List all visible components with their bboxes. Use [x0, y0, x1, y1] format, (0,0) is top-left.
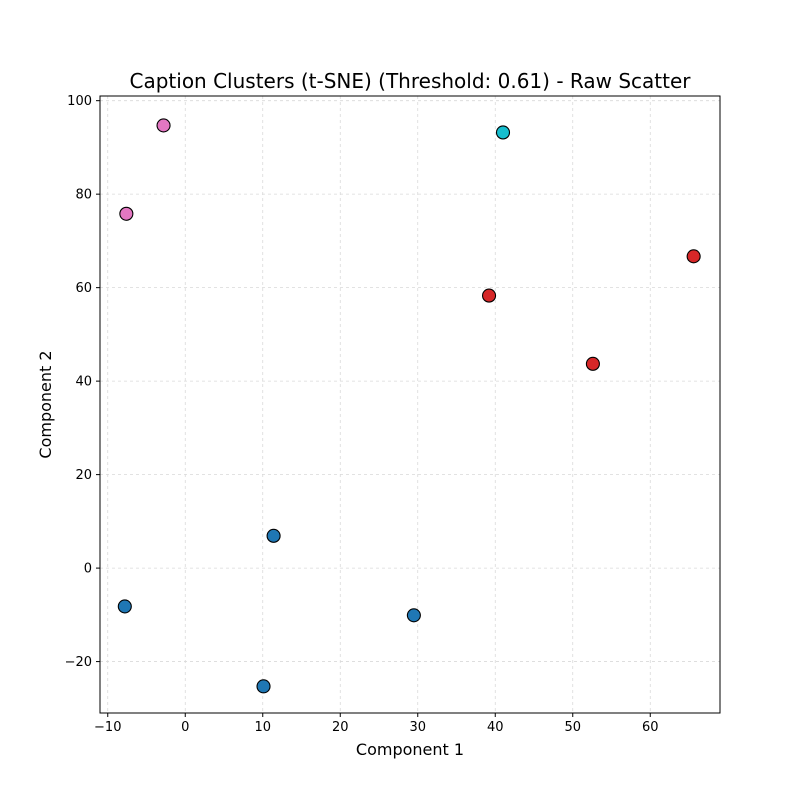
- scatter-point: [495, 125, 511, 140]
- x-tick-label: 0: [181, 720, 189, 735]
- scatter-point: [156, 118, 171, 133]
- plot-area-frame: [99, 95, 721, 714]
- y-tick-label: 0: [84, 562, 92, 577]
- y-tick-label: 20: [75, 468, 92, 483]
- scatter-point: [119, 206, 134, 221]
- x-tick-label: 30: [409, 720, 426, 735]
- chart-title: Caption Clusters (t-SNE) (Threshold: 0.6…: [130, 69, 692, 93]
- x-tick-label: 20: [332, 720, 349, 735]
- scatter-point: [117, 599, 132, 614]
- y-axis-label: Component 2: [36, 350, 55, 458]
- x-tick-label: 60: [642, 720, 659, 735]
- x-tick-label: 10: [254, 720, 271, 735]
- x-tick-label: 40: [487, 720, 504, 735]
- scatter-point: [256, 679, 271, 694]
- scatter-point: [585, 356, 600, 371]
- y-axis-ticks: −20 0 20 40 60 80 100: [65, 94, 100, 670]
- y-tick-label: 40: [75, 375, 92, 390]
- scatter-point: [406, 608, 421, 623]
- scatter-point: [481, 288, 497, 303]
- y-tick-label: 60: [75, 281, 92, 296]
- grid: [100, 96, 720, 713]
- scatter-point: [686, 249, 701, 264]
- scatter-point: [266, 528, 281, 543]
- y-tick-label: −20: [65, 655, 92, 670]
- x-axis-label: Component 1: [356, 740, 464, 759]
- x-tick-label: −10: [94, 720, 121, 735]
- x-axis-ticks: −10 0 10 20 30 40 50 60: [94, 713, 659, 735]
- y-tick-label: 100: [67, 94, 92, 109]
- y-tick-label: 80: [75, 188, 92, 203]
- x-tick-label: 50: [564, 720, 581, 735]
- data-points: [117, 118, 701, 694]
